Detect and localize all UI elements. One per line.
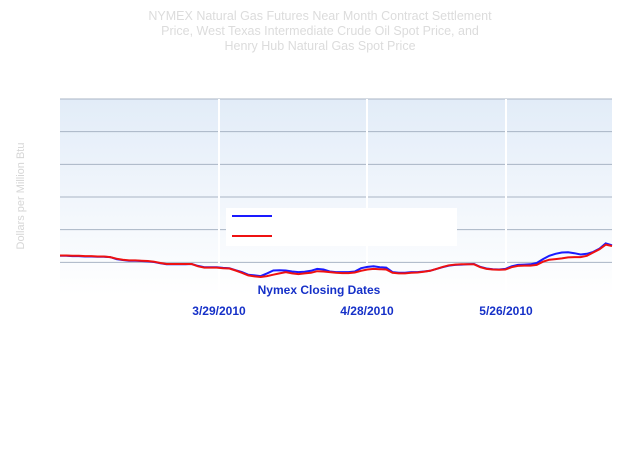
chart-title-line-1: NYMEX Natural Gas Futures Near Month Con…: [148, 9, 492, 23]
series-line-red: [60, 243, 613, 279]
x-axis-label: Nymex Closing Dates: [258, 283, 381, 297]
series-lines: [60, 242, 613, 279]
chart-title: NYMEX Natural Gas Futures Near Month Con…: [110, 9, 530, 54]
x-tick-label: 5/26/2010: [479, 304, 533, 318]
gridlines: [60, 98, 612, 295]
legend-box: [226, 208, 457, 246]
x-tick-labels: 3/29/2010 4/28/2010 5/26/2010: [192, 304, 533, 318]
chart-title-line-2: Price, West Texas Intermediate Crude Oil…: [161, 24, 479, 38]
x-tick-label: 3/29/2010: [192, 304, 246, 318]
x-tick-label: 4/28/2010: [340, 304, 394, 318]
legend: [226, 208, 457, 246]
chart-title-line-3: Henry Hub Natural Gas Spot Price: [224, 39, 416, 53]
